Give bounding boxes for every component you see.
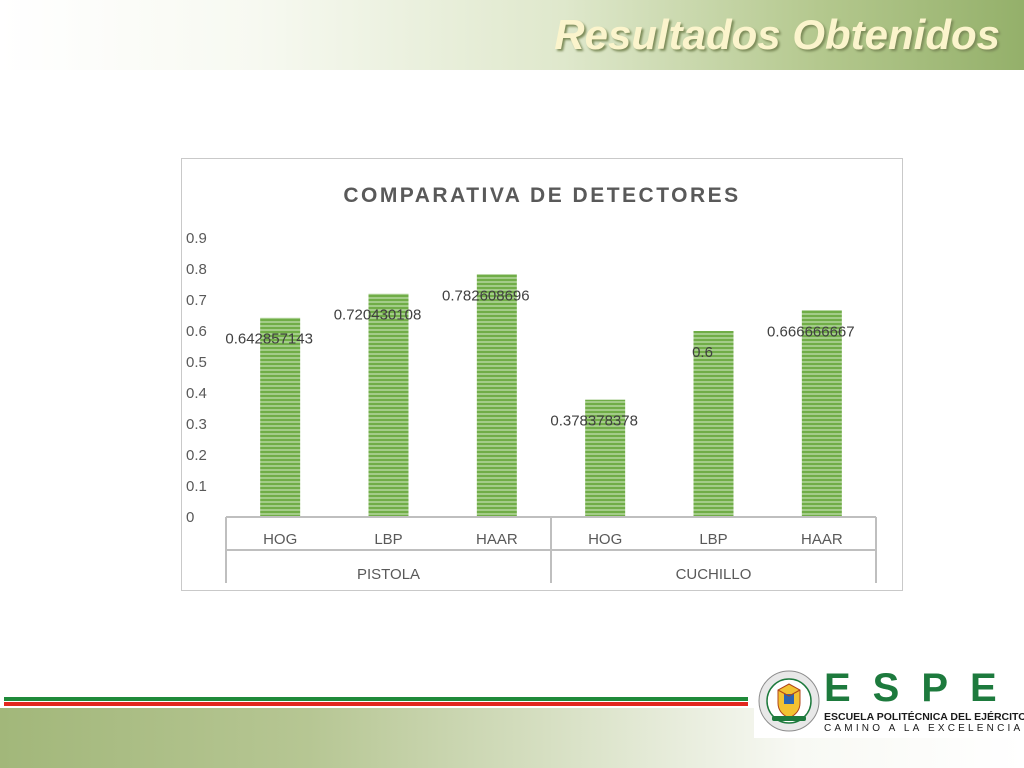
- x-category-label: HOG: [263, 531, 297, 548]
- institution-name: ESCUELA POLITÉCNICA DEL EJÉRCITO: [824, 711, 1024, 723]
- data-label: 0.378378378: [550, 413, 638, 430]
- y-tick-label: 0.5: [186, 354, 207, 371]
- y-tick-label: 0: [186, 509, 194, 526]
- y-tick-label: 0.3: [186, 416, 207, 433]
- y-tick-label: 0.1: [186, 478, 207, 495]
- espe-logo: ESPE ESCUELA POLITÉCNICA DEL EJÉRCITO CA…: [754, 664, 1024, 738]
- institution-motto: CAMINO A LA EXCELENCIA: [824, 723, 1024, 734]
- bar: [801, 310, 842, 517]
- title-band: [0, 0, 1024, 70]
- data-labels: 0.642857143 0.720430108 0.782608696 0.37837…: [225, 287, 854, 429]
- bar: [476, 274, 517, 517]
- data-label: 0.782608696: [442, 287, 530, 304]
- bars: [260, 274, 842, 517]
- bar-chart: COMPARATIVA DE DETECTORES 00.10.20.30.40…: [186, 184, 877, 583]
- red-rule: [4, 702, 748, 706]
- bar: [693, 331, 734, 517]
- x-group-label: CUCHILLO: [676, 566, 752, 583]
- data-label: 0.720430108: [334, 307, 422, 324]
- data-label: 0.6: [692, 344, 713, 361]
- chart-title: COMPARATIVA DE DETECTORES: [343, 184, 740, 207]
- x-category-label: LBP: [699, 531, 727, 548]
- university-seal-icon: [758, 670, 820, 732]
- x-group-label: PISTOLA: [357, 566, 420, 583]
- x-category-label: LBP: [374, 531, 402, 548]
- y-tick-label: 0.9: [186, 230, 207, 247]
- y-tick-label: 0.6: [186, 323, 207, 340]
- y-tick-label: 0.4: [186, 385, 207, 402]
- x-category-label: HAAR: [801, 531, 843, 548]
- chart-area: COMPARATIVA DE DETECTORES 0 0.1 0.2 0.3 0.4 0…: [181, 158, 903, 591]
- y-axis-ticks: 0 0.1 0.2 0.3 0.4 0.5 0.6 0.7 0.8 0.9: [186, 230, 207, 526]
- x-category-label: HAAR: [476, 531, 518, 548]
- data-label: 0.666666667: [767, 323, 855, 340]
- slide-title: Resultados Obtenidos: [554, 11, 1000, 58]
- bar: [368, 293, 409, 517]
- x-category-label: HOG: [588, 531, 622, 548]
- green-rule: [4, 697, 748, 701]
- y-tick-label: 0.7: [186, 292, 207, 309]
- x-axis: HOG LBP HAAR PISTOLA HOG LBP HAAR CUCHILLO: [225, 516, 877, 583]
- data-label: 0.642857143: [225, 331, 313, 348]
- y-tick-label: 0.2: [186, 447, 207, 464]
- espe-wordmark: ESPE: [824, 666, 1019, 710]
- bar: [260, 317, 301, 517]
- y-tick-label: 0.8: [186, 261, 207, 278]
- bar: [585, 399, 626, 517]
